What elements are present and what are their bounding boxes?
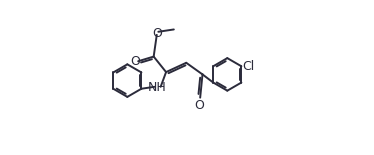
Text: Cl: Cl [243, 60, 255, 73]
Text: O: O [194, 99, 204, 112]
Text: O: O [130, 55, 140, 68]
Text: O: O [153, 27, 162, 40]
Text: NH: NH [148, 81, 166, 94]
